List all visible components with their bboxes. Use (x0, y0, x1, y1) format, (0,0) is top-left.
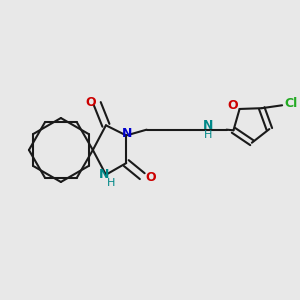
Text: O: O (227, 99, 238, 112)
Text: H: H (107, 178, 115, 188)
Text: N: N (202, 119, 213, 132)
Text: O: O (145, 171, 156, 184)
Text: O: O (85, 96, 96, 109)
Text: N: N (98, 168, 109, 181)
Text: H: H (203, 130, 212, 140)
Text: N: N (122, 127, 132, 140)
Text: Cl: Cl (284, 97, 298, 110)
